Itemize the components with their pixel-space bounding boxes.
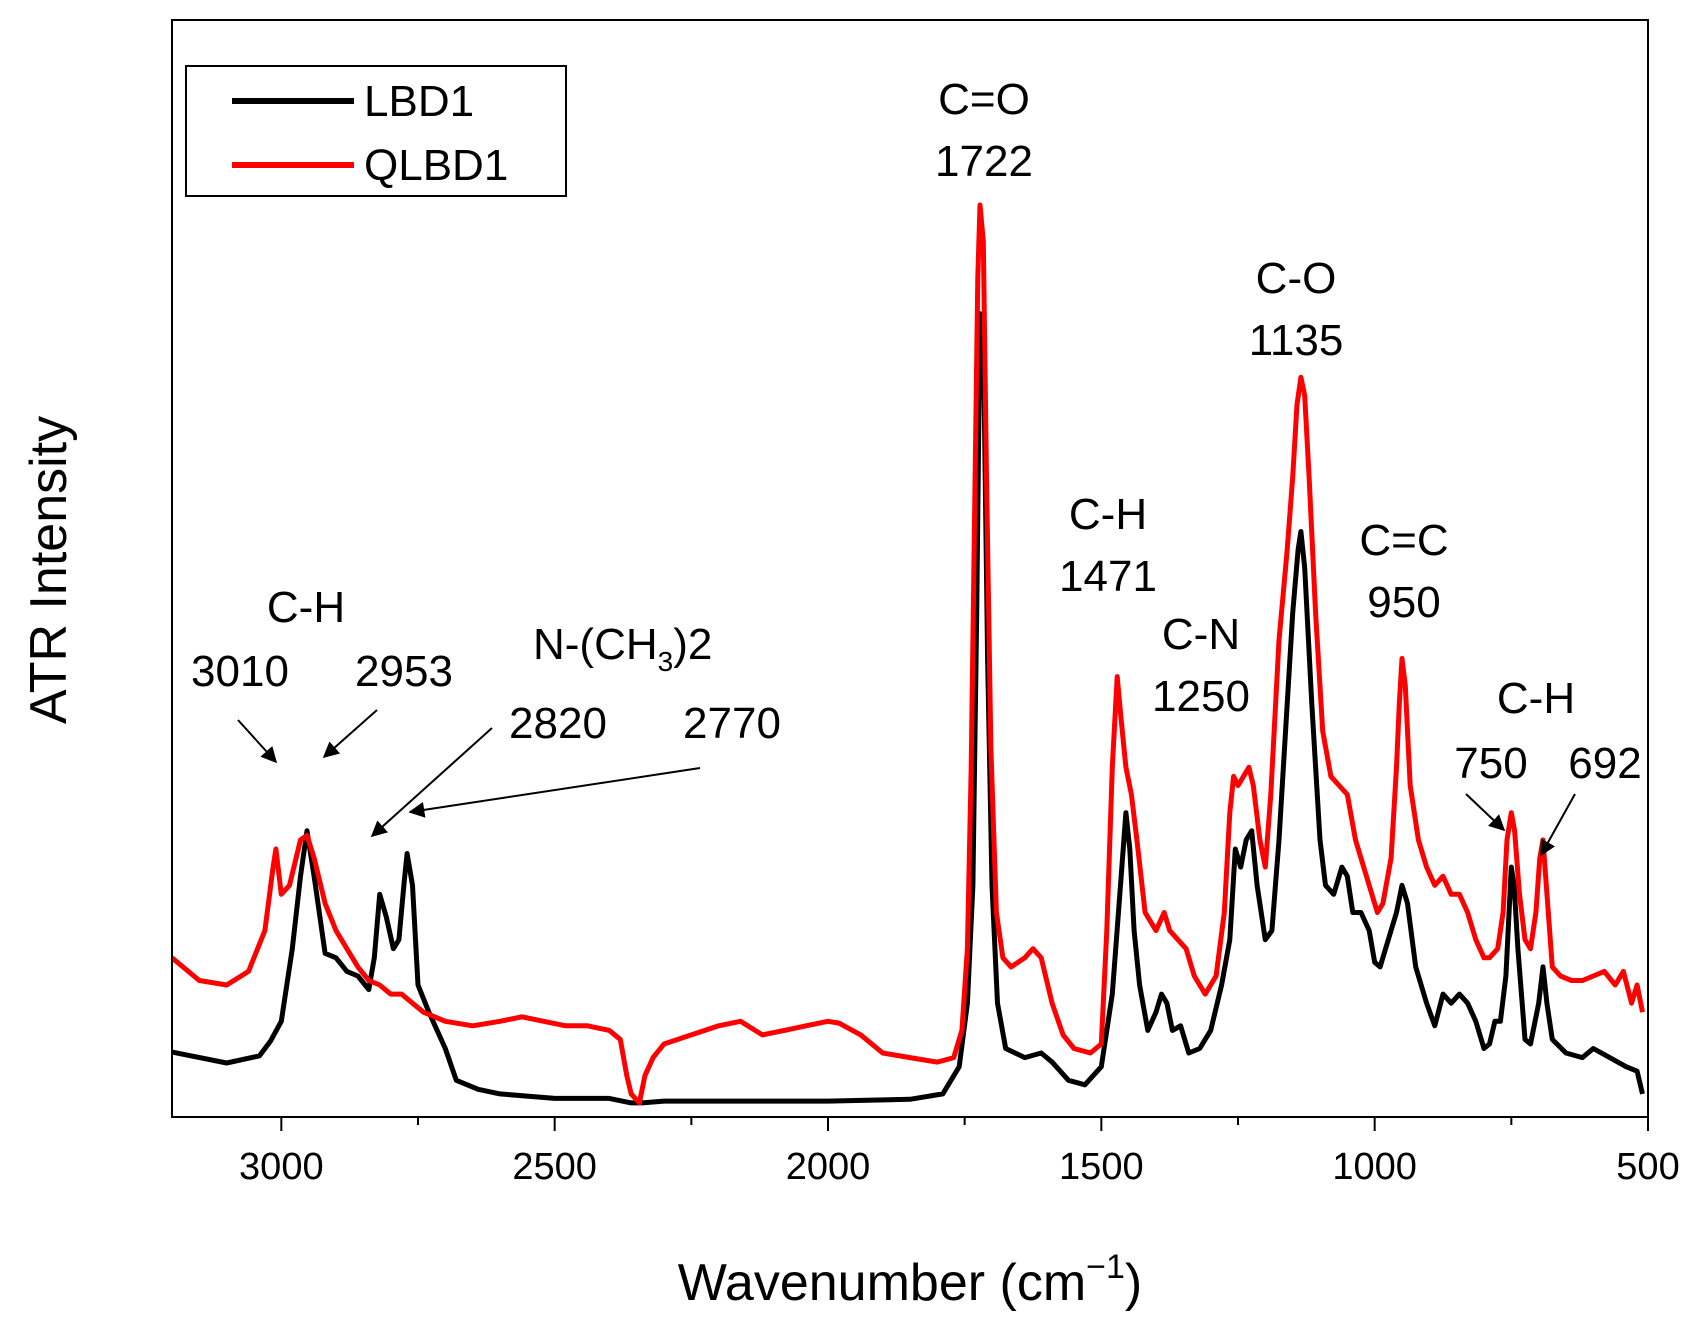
arrow-3010 xyxy=(237,719,278,764)
annotation-ch-692-value: 692 xyxy=(1568,739,1641,788)
annotation-co-value: 1722 xyxy=(935,137,1033,186)
x-tick-label: 1500 xyxy=(1059,1146,1144,1188)
annotation-ch-low-label: C-H xyxy=(1497,674,1575,723)
annotation-ch-2953-value: 2953 xyxy=(355,647,453,696)
arrow-750 xyxy=(1465,793,1506,832)
annotation-ch-1471-value: 1471 xyxy=(1059,552,1157,601)
x-tick-label: 500 xyxy=(1616,1146,1679,1188)
annotation-ch-1471-label: C-H xyxy=(1069,490,1147,539)
annotation-nch3-2770-value: 2770 xyxy=(683,699,781,748)
series-line-qlbd1 xyxy=(170,202,1645,1106)
legend-box xyxy=(185,65,567,197)
x-tick-label: 2500 xyxy=(512,1146,597,1188)
arrow-2820 xyxy=(370,727,493,838)
arrow-2953 xyxy=(322,709,378,759)
y-axis-title: ATR Intensity xyxy=(20,416,78,724)
legend-label-lbd1: LBD1 xyxy=(364,77,474,126)
legend-label-qlbd1: QLBD1 xyxy=(364,141,508,190)
annotation-cn-label: C-N xyxy=(1162,610,1240,659)
arrow-692 xyxy=(1540,793,1576,857)
annotation-c-o-value: 1135 xyxy=(1249,316,1344,365)
legend: LBD1 QLBD1 xyxy=(185,65,567,197)
annotation-cn-value: 1250 xyxy=(1152,672,1250,721)
x-tick-label: 1000 xyxy=(1332,1146,1417,1188)
annotation-cc-value: 950 xyxy=(1367,578,1440,627)
annotation-ch-high-label: C-H xyxy=(267,583,345,632)
x-axis-title: Wavenumber (cm−1) xyxy=(678,1248,1142,1312)
annotation-ch-750-value: 750 xyxy=(1454,739,1527,788)
arrow-2770 xyxy=(408,767,701,818)
annotation-cc-label: C=C xyxy=(1359,516,1448,565)
annotation-c-o-label: C-O xyxy=(1256,254,1337,303)
annotation-co-label: C=O xyxy=(938,75,1030,124)
plot-frame xyxy=(171,19,1649,1118)
annotation-nch3-2820-value: 2820 xyxy=(509,699,607,748)
annotation-ch-3010-value: 3010 xyxy=(191,647,289,696)
x-tick-layer: 3000 2500 2000 1500 1000 500 xyxy=(239,1117,1680,1188)
series-line-lbd1 xyxy=(171,311,1645,1106)
series-layer xyxy=(170,202,1645,1106)
x-tick-label: 3000 xyxy=(239,1146,324,1188)
annotations: C=O 1722 C-O 1135 C-H 1471 C-N 1250 C=C … xyxy=(191,75,1642,857)
x-tick-label: 2000 xyxy=(786,1146,871,1188)
annotation-nch3-label: N-(CH3)2 xyxy=(533,620,712,677)
